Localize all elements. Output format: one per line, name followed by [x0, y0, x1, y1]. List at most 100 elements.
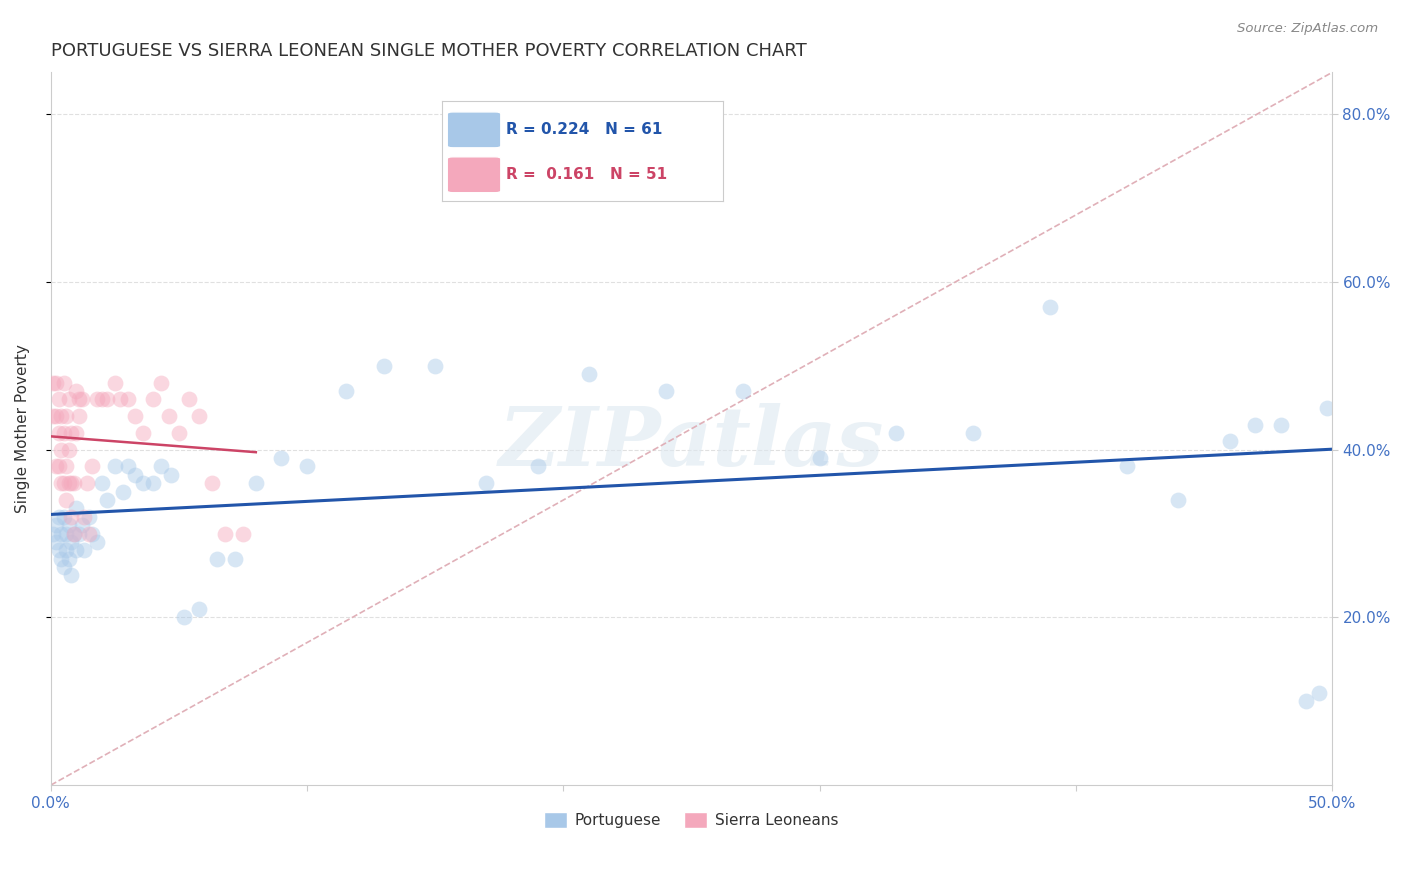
Point — [108, 392, 131, 407]
Point — [42, 409, 65, 424]
Point — [117, 392, 139, 407]
Point — [173, 610, 195, 624]
Point — [188, 602, 211, 616]
Point — [65, 543, 87, 558]
Point — [150, 459, 173, 474]
Point — [52, 509, 75, 524]
Point — [157, 409, 180, 424]
Point — [52, 425, 75, 440]
Point — [48, 509, 70, 524]
Point — [49, 551, 72, 566]
Point — [73, 509, 96, 524]
Text: ZIPatlas: ZIPatlas — [499, 403, 884, 483]
Point — [49, 409, 72, 424]
Legend: Portuguese, Sierra Leoneans: Portuguese, Sierra Leoneans — [538, 806, 845, 835]
Point — [245, 476, 267, 491]
Point — [49, 476, 72, 491]
Point — [58, 392, 80, 407]
Point — [731, 384, 754, 398]
Point — [77, 526, 100, 541]
Point — [55, 459, 77, 474]
Point — [73, 543, 96, 558]
Point — [335, 384, 357, 398]
Point — [42, 376, 65, 390]
Point — [160, 467, 183, 482]
Point — [48, 459, 70, 474]
Point — [86, 535, 108, 549]
Point — [124, 409, 146, 424]
Point — [962, 425, 984, 440]
Point — [65, 425, 87, 440]
Point — [63, 526, 86, 541]
Point — [270, 451, 292, 466]
Point — [77, 509, 100, 524]
Point — [49, 526, 72, 541]
Point — [80, 459, 103, 474]
Point — [91, 392, 114, 407]
Point — [526, 459, 548, 474]
Point — [58, 442, 80, 457]
Point — [45, 459, 67, 474]
Point — [188, 409, 211, 424]
Point — [67, 409, 90, 424]
Point — [70, 392, 93, 407]
Point — [45, 535, 67, 549]
Point — [1219, 434, 1241, 449]
Point — [48, 425, 70, 440]
Point — [655, 384, 678, 398]
Point — [373, 359, 395, 373]
Point — [201, 476, 224, 491]
Point — [65, 501, 87, 516]
Point — [45, 518, 67, 533]
Point — [132, 425, 155, 440]
Point — [48, 543, 70, 558]
Point — [42, 526, 65, 541]
Point — [104, 376, 127, 390]
Point — [55, 409, 77, 424]
Point — [58, 518, 80, 533]
Point — [132, 476, 155, 491]
Point — [142, 392, 165, 407]
Point — [76, 476, 98, 491]
Point — [70, 518, 93, 533]
Point — [808, 451, 831, 466]
Point — [60, 509, 83, 524]
Point — [425, 359, 447, 373]
Point — [55, 493, 77, 508]
Point — [80, 526, 103, 541]
Point — [91, 476, 114, 491]
Point — [578, 368, 600, 382]
Point — [1167, 493, 1189, 508]
Point — [1039, 300, 1062, 314]
Point — [1270, 417, 1292, 432]
Point — [167, 425, 190, 440]
Point — [67, 526, 90, 541]
Point — [232, 526, 254, 541]
Point — [295, 459, 318, 474]
Point — [1295, 694, 1317, 708]
Point — [207, 551, 229, 566]
Point — [52, 560, 75, 574]
Point — [63, 526, 86, 541]
Point — [67, 392, 90, 407]
Point — [1308, 686, 1330, 700]
Point — [52, 376, 75, 390]
Point — [60, 476, 83, 491]
Point — [55, 543, 77, 558]
Point — [65, 384, 87, 398]
Point — [124, 467, 146, 482]
Point — [1316, 401, 1339, 415]
Point — [111, 484, 134, 499]
Point — [1116, 459, 1139, 474]
Text: Source: ZipAtlas.com: Source: ZipAtlas.com — [1237, 22, 1378, 36]
Point — [60, 535, 83, 549]
Point — [179, 392, 201, 407]
Point — [58, 551, 80, 566]
Point — [214, 526, 236, 541]
Point — [96, 493, 118, 508]
Point — [45, 409, 67, 424]
Point — [224, 551, 246, 566]
Point — [475, 476, 498, 491]
Text: PORTUGUESE VS SIERRA LEONEAN SINGLE MOTHER POVERTY CORRELATION CHART: PORTUGUESE VS SIERRA LEONEAN SINGLE MOTH… — [51, 42, 807, 60]
Point — [886, 425, 908, 440]
